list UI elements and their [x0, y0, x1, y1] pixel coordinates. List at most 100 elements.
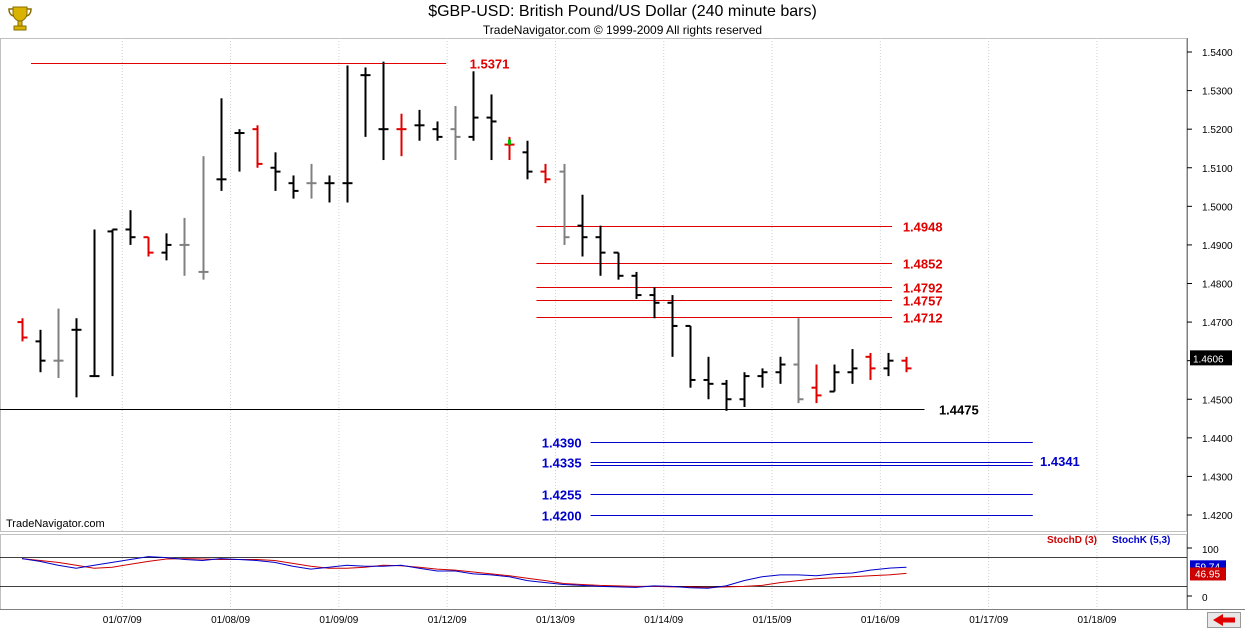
- ohlc-bar: [577, 194, 588, 257]
- price-tick-label: 1.4800: [1202, 280, 1233, 291]
- stoch-series-line: [21, 558, 907, 588]
- watermark: TradeNavigator.com: [6, 518, 105, 530]
- ohlc-bar: [396, 113, 407, 157]
- signal-marker: [508, 139, 511, 145]
- price-tick-label: 1.4700: [1202, 318, 1233, 329]
- date-tick-label: 01/09/09: [319, 615, 358, 626]
- ohlc-bar: [107, 228, 118, 377]
- level-label: 1.4712: [903, 311, 943, 326]
- oscillator-panel: [0, 534, 1187, 610]
- ohlc-bar: [306, 163, 317, 199]
- stoch-series-line: [21, 556, 907, 589]
- last-price-box: [1190, 350, 1232, 366]
- ohlc-bar: [414, 109, 425, 141]
- price-tick-label: 1.4300: [1202, 472, 1233, 483]
- date-tick-label: 01/08/09: [211, 615, 250, 626]
- price-tick-label: 1.4400: [1202, 434, 1233, 445]
- date-tick-label: 01/14/09: [644, 615, 683, 626]
- ohlc-bar: [829, 364, 840, 393]
- date-tick-label: 01/07/09: [103, 615, 142, 626]
- level-label: 1.4341: [1040, 454, 1080, 469]
- ohlc-bar: [35, 329, 46, 373]
- ohlc-bar: [522, 140, 533, 180]
- ohlc-bar: [252, 125, 263, 168]
- ohlc-bar: [270, 152, 281, 191]
- ohlc-bar: [216, 98, 227, 191]
- level-label: 1.4757: [903, 294, 943, 309]
- level-label: 1.4255: [542, 488, 582, 503]
- date-tick-label: 01/15/09: [753, 615, 792, 626]
- ohlc-bar: [540, 163, 551, 184]
- ohlc-bar: [71, 318, 82, 398]
- price-tick-label: 1.4500: [1202, 395, 1233, 406]
- date-tick-label: 01/12/09: [428, 615, 467, 626]
- ohlc-bar: [703, 356, 714, 400]
- stoch-legend-entry: StochD (3): [1047, 535, 1097, 546]
- price-tick-label: 1.5300: [1202, 87, 1233, 98]
- ohlc-bar: [631, 271, 642, 299]
- ohlc-bar: [649, 287, 660, 319]
- ohlc-bar: [739, 372, 750, 407]
- ohlc-bar: [53, 308, 64, 379]
- ohlc-bar: [432, 121, 443, 141]
- last-price-label: 1.4606: [1193, 354, 1224, 365]
- ohlc-bar: [559, 163, 570, 245]
- ohlc-bar: [667, 295, 678, 357]
- ohlc-bar: [775, 356, 786, 384]
- ohlc-bar: [324, 175, 335, 203]
- date-tick-label: 01/18/09: [1078, 615, 1117, 626]
- ohlc-bar: [468, 71, 479, 141]
- level-label: 1.4948: [903, 220, 943, 235]
- level-label: 1.4200: [542, 509, 582, 524]
- level-label: 1.4475: [939, 403, 979, 418]
- ohlc-bar: [125, 210, 136, 245]
- price-tick-label: 1.5200: [1202, 125, 1233, 136]
- ohlc-bar: [342, 65, 353, 203]
- ohlc-bar: [811, 364, 822, 404]
- ohlc-bar: [613, 251, 624, 280]
- ohlc-bar: [143, 236, 154, 257]
- price-tick-label: 1.5000: [1202, 202, 1233, 213]
- level-label: 1.5371: [470, 57, 510, 72]
- ohlc-bar: [901, 356, 912, 373]
- price-tick-label: 1.4900: [1202, 241, 1233, 252]
- left-arrow-icon[interactable]: [1207, 612, 1241, 628]
- ohlc-bar: [89, 229, 100, 378]
- level-label: 1.4792: [903, 281, 943, 296]
- chart-title: $GBP-USD: British Pound/US Dollar (240 m…: [428, 3, 817, 20]
- date-tick-label: 01/13/09: [536, 615, 575, 626]
- chart-subtitle: TradeNavigator.com © 1999-2009 All right…: [482, 23, 763, 37]
- ohlc-bar: [883, 352, 894, 377]
- date-tick-label: 01/17/09: [969, 615, 1008, 626]
- ohlc-bar: [721, 379, 732, 411]
- ohlc-bar: [234, 129, 245, 172]
- ohlc-bar: [378, 61, 389, 161]
- stoch-tick-label: 0: [1202, 593, 1208, 604]
- ohlc-bar: [161, 233, 172, 261]
- stoch-tick-label: 100: [1202, 545, 1219, 556]
- level-label: 1.4335: [542, 456, 582, 471]
- ohlc-bar: [685, 324, 696, 388]
- ohlc-bar: [450, 106, 461, 161]
- ohlc-bar: [198, 156, 209, 280]
- price-panel: [0, 38, 1187, 532]
- price-tick-label: 1.4200: [1202, 511, 1233, 522]
- price-tick-label: 1.5400: [1202, 48, 1233, 59]
- date-tick-label: 01/16/09: [861, 615, 900, 626]
- stochd-last-value: 46.95: [1195, 569, 1220, 580]
- ohlc-bar: [847, 349, 858, 384]
- level-label: 1.4390: [542, 436, 582, 451]
- ohlc-bar: [360, 67, 371, 137]
- stochd-last-box: [1190, 567, 1226, 581]
- stoch-legend-entry: StochK (5,3): [1112, 535, 1170, 546]
- ohlc-bar: [865, 352, 876, 380]
- ohlc-bar: [595, 225, 606, 276]
- ohlc-bar: [17, 318, 28, 342]
- trophy-logo-icon: [8, 6, 32, 31]
- ohlc-bar: [179, 217, 190, 276]
- price-tick-label: 1.5100: [1202, 164, 1233, 175]
- ohlc-bar: [288, 175, 299, 199]
- ohlc-bar: [757, 368, 768, 388]
